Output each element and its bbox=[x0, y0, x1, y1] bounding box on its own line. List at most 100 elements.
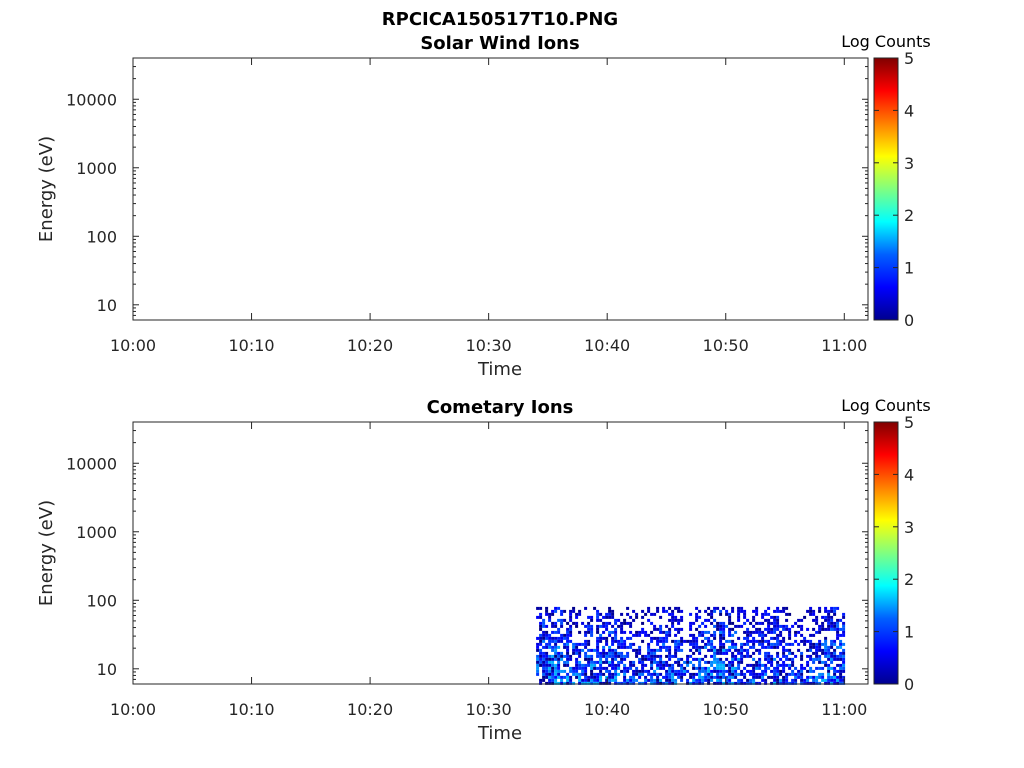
spectrogram-cell bbox=[737, 612, 741, 616]
spectrogram-cell bbox=[605, 621, 609, 625]
spectrogram-cell bbox=[776, 615, 780, 619]
spectrogram-cell bbox=[548, 666, 552, 670]
spectrogram-cell bbox=[650, 672, 654, 676]
spectrogram-cell bbox=[584, 678, 588, 682]
spectrogram-cell bbox=[605, 669, 609, 673]
spectrogram-cell bbox=[560, 681, 564, 685]
spectrogram-cell bbox=[542, 663, 546, 667]
spectrogram-cell bbox=[599, 678, 603, 682]
spectrogram-cell bbox=[635, 633, 639, 637]
spectrogram-cell bbox=[581, 672, 585, 676]
colorbar-tick-label: 5 bbox=[904, 413, 914, 432]
spectrogram-cell bbox=[602, 624, 606, 628]
spectrogram-cell bbox=[734, 645, 738, 649]
spectrogram-cell bbox=[782, 669, 786, 673]
spectrogram-cell bbox=[692, 672, 696, 676]
spectrogram-cell bbox=[815, 645, 819, 649]
spectrogram-cell bbox=[695, 618, 699, 622]
spectrogram-cell bbox=[707, 675, 711, 679]
spectrogram-cell bbox=[680, 609, 684, 613]
spectrogram-cell bbox=[629, 630, 633, 634]
spectrogram-cell bbox=[704, 672, 708, 676]
spectrogram-cell bbox=[722, 666, 726, 670]
spectrogram-cell bbox=[590, 654, 594, 658]
spectrogram-cell bbox=[680, 663, 684, 667]
spectrogram-cell bbox=[716, 606, 720, 610]
spectrogram-cell bbox=[716, 621, 720, 625]
spectrogram-cell bbox=[611, 630, 615, 634]
spectrogram-cell bbox=[539, 627, 543, 631]
spectrogram-cell bbox=[566, 621, 570, 625]
spectrogram-cell bbox=[566, 681, 570, 685]
spectrogram-cell bbox=[815, 630, 819, 634]
spectrogram-cell bbox=[755, 675, 759, 679]
spectrogram-cell bbox=[596, 648, 600, 652]
spectrogram-cell bbox=[800, 633, 804, 637]
spectrogram-cell bbox=[623, 630, 627, 634]
spectrogram-cell bbox=[785, 654, 789, 658]
spectrogram-cell bbox=[833, 621, 837, 625]
spectrogram-cell bbox=[743, 672, 747, 676]
spectrogram-cell bbox=[686, 654, 690, 658]
spectrogram-cell bbox=[701, 669, 705, 673]
spectrogram-cell bbox=[734, 675, 738, 679]
spectrogram-cell bbox=[824, 660, 828, 664]
spectrogram-cell bbox=[602, 645, 606, 649]
spectrogram-cell bbox=[728, 666, 732, 670]
spectrogram-cell bbox=[821, 615, 825, 619]
spectrogram-cell bbox=[590, 618, 594, 622]
spectrogram-cell bbox=[626, 621, 630, 625]
spectrogram-cell bbox=[602, 621, 606, 625]
spectrogram-cell bbox=[578, 666, 582, 670]
spectrogram-cell bbox=[752, 663, 756, 667]
spectrogram-cell bbox=[629, 666, 633, 670]
figure-title: RPCICA150517T10.PNG bbox=[382, 9, 618, 30]
spectrogram-cell bbox=[545, 642, 549, 646]
spectrogram-cell bbox=[662, 609, 666, 613]
spectrogram-cell bbox=[605, 678, 609, 682]
spectrogram-cell bbox=[749, 639, 753, 643]
spectrogram-cell bbox=[776, 678, 780, 682]
spectrogram-cell bbox=[800, 624, 804, 628]
spectrogram-cell bbox=[635, 678, 639, 682]
panel-title: Cometary Ions bbox=[427, 397, 574, 418]
spectrogram-cell bbox=[791, 651, 795, 655]
colorbar-tick-label: 4 bbox=[904, 101, 914, 120]
spectrogram-cell bbox=[644, 633, 648, 637]
spectrogram-cell bbox=[584, 669, 588, 673]
spectrogram-cell bbox=[758, 657, 762, 661]
spectrogram-cell bbox=[659, 615, 663, 619]
spectrogram-cell bbox=[713, 636, 717, 640]
spectrogram-cell bbox=[770, 681, 774, 685]
spectrogram-cell bbox=[557, 663, 561, 667]
spectrogram-cell bbox=[599, 657, 603, 661]
spectrogram-cell bbox=[689, 660, 693, 664]
spectrogram-cell bbox=[590, 675, 594, 679]
spectrogram-cell bbox=[731, 675, 735, 679]
spectrogram-cell bbox=[563, 636, 567, 640]
spectrogram-cell bbox=[575, 612, 579, 616]
spectrogram-cell bbox=[758, 630, 762, 634]
spectrogram-cell bbox=[800, 627, 804, 631]
spectrogram-cell bbox=[566, 678, 570, 682]
spectrogram-cell bbox=[548, 615, 552, 619]
spectrogram-cell bbox=[836, 627, 840, 631]
spectrogram-cell bbox=[710, 672, 714, 676]
spectrogram-cell bbox=[713, 648, 717, 652]
spectrogram-cell bbox=[830, 654, 834, 658]
spectrogram-cell bbox=[563, 609, 567, 613]
spectrogram-cell bbox=[662, 666, 666, 670]
spectrogram-cell bbox=[620, 624, 624, 628]
spectrogram-cell bbox=[815, 615, 819, 619]
spectrogram-cell bbox=[611, 678, 615, 682]
spectrogram-cell bbox=[779, 624, 783, 628]
spectrogram-cell bbox=[767, 627, 771, 631]
spectrogram-cell bbox=[836, 669, 840, 673]
spectrogram-cell bbox=[575, 615, 579, 619]
spectrogram-cell bbox=[839, 657, 843, 661]
spectrogram-cell bbox=[764, 681, 768, 685]
spectrogram-cell bbox=[809, 657, 813, 661]
spectrogram-cell bbox=[716, 651, 720, 655]
spectrogram-cell bbox=[641, 681, 645, 685]
